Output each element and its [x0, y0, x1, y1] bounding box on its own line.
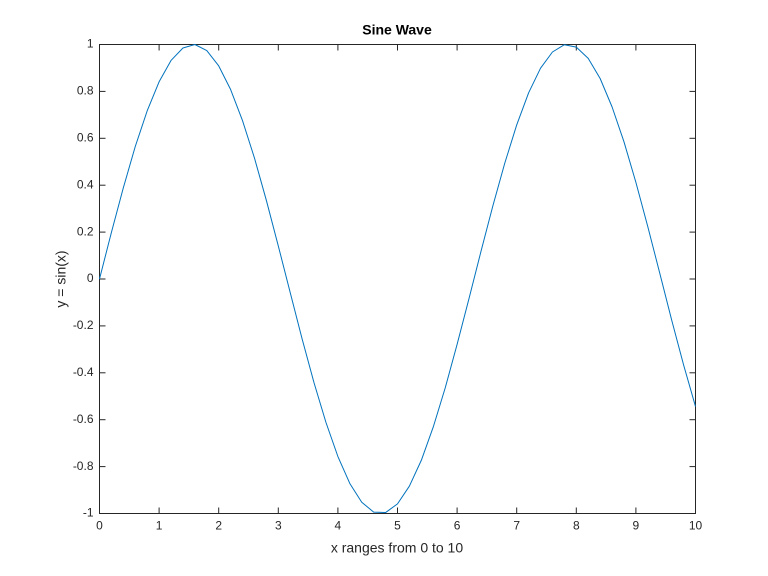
y-tick-label: 0.2: [77, 224, 94, 238]
x-tick-label: 7: [513, 519, 520, 533]
x-tick-label: 2: [215, 519, 222, 533]
y-tick-label: -1: [83, 506, 94, 520]
y-tick-label: 0: [87, 271, 94, 285]
y-tick-label: -0.8: [73, 459, 94, 473]
y-tick-label: -0.6: [73, 412, 94, 426]
x-axis-label: x ranges from 0 to 10: [331, 540, 464, 556]
sine-line: [99, 44, 696, 514]
x-tick-label: 9: [633, 519, 640, 533]
x-tick-label: 5: [394, 519, 401, 533]
y-tick-label: 0.6: [77, 130, 94, 144]
x-tick-label: 0: [96, 519, 103, 533]
y-tick-label: -0.4: [73, 365, 94, 379]
chart-title: Sine Wave: [362, 22, 432, 38]
x-tick-label: 4: [335, 519, 342, 533]
y-tick-label: 0.4: [77, 177, 94, 191]
x-tick-label: 8: [573, 519, 580, 533]
x-tick-label: 3: [275, 519, 282, 533]
y-tick-label: -0.2: [73, 318, 94, 332]
y-axis-label: y = sin(x): [53, 250, 69, 307]
y-tick-label: 0.8: [77, 84, 94, 98]
y-tick-label: 1: [87, 37, 94, 51]
x-tick-label: 1: [156, 519, 163, 533]
x-tick-label: 6: [454, 519, 461, 533]
x-tick-label: 10: [689, 519, 703, 533]
axes-box: [99, 44, 696, 514]
